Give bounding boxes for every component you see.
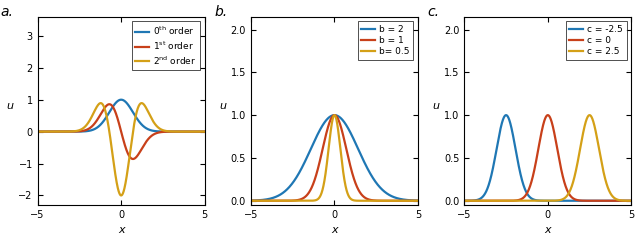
- Legend: c = -2.5, c = 0, c = 2.5: c = -2.5, c = 0, c = 2.5: [566, 21, 627, 60]
- Y-axis label: u: u: [6, 101, 13, 111]
- X-axis label: x: x: [118, 225, 124, 235]
- Y-axis label: u: u: [432, 101, 439, 111]
- Legend: b = 2, b = 1, b= 0.5: b = 2, b = 1, b= 0.5: [358, 21, 413, 60]
- X-axis label: x: x: [331, 225, 338, 235]
- Text: c.: c.: [428, 5, 440, 19]
- Text: a.: a.: [1, 5, 14, 19]
- Y-axis label: u: u: [219, 101, 226, 111]
- Text: b.: b.: [214, 5, 227, 19]
- Legend: 0$^{\rm th}$ order, 1$^{\rm st}$ order, 2$^{\rm nd}$ order: 0$^{\rm th}$ order, 1$^{\rm st}$ order, …: [132, 21, 200, 70]
- X-axis label: x: x: [545, 225, 551, 235]
